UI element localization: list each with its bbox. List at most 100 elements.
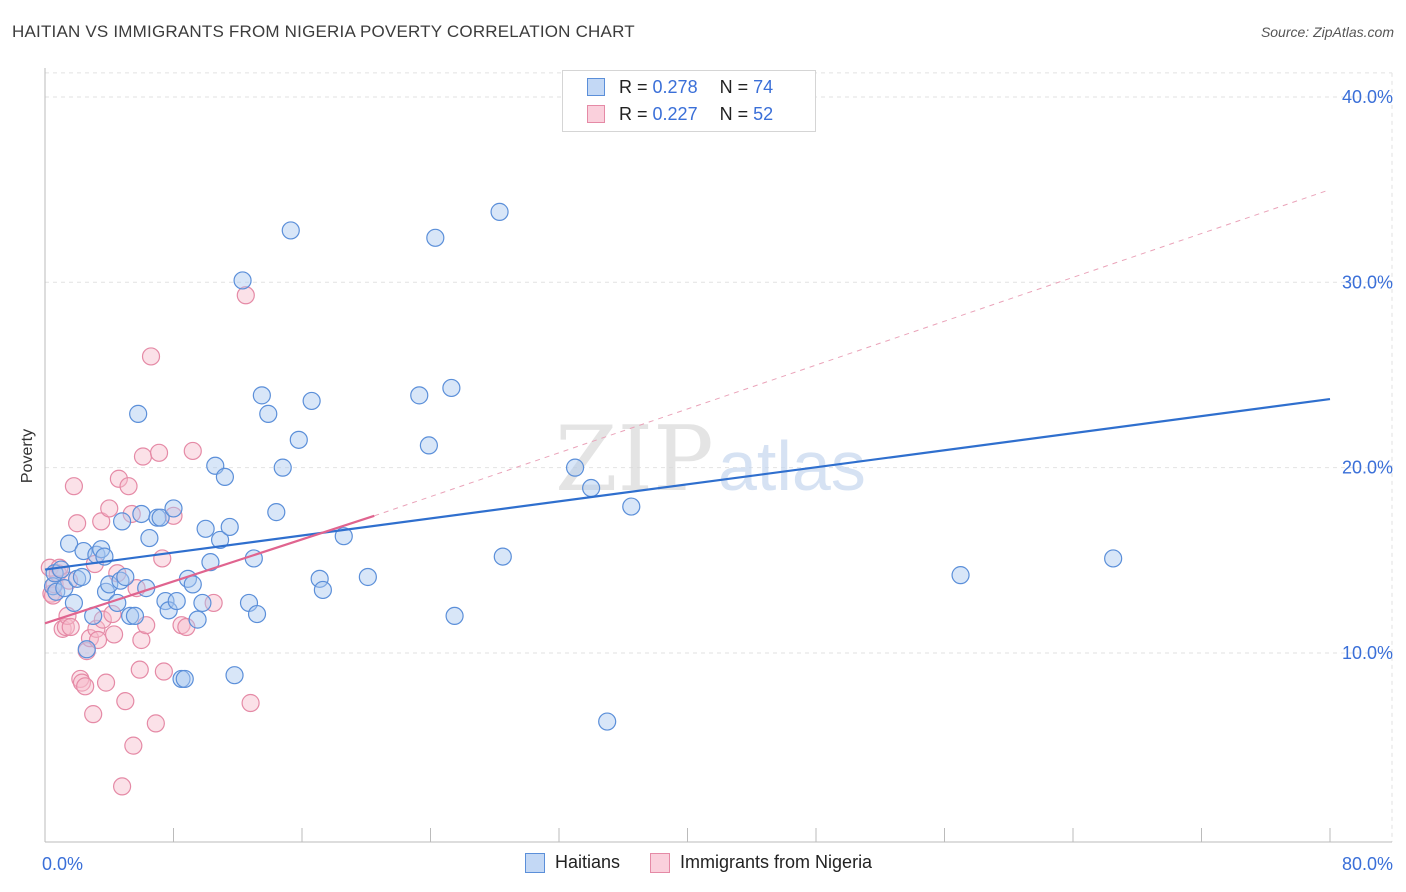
point-nigeria bbox=[103, 604, 122, 624]
point-nigeria bbox=[64, 477, 84, 496]
point-haitians bbox=[1104, 549, 1123, 568]
point-haitians bbox=[267, 503, 286, 522]
point-haitians bbox=[247, 604, 267, 624]
point-haitians bbox=[77, 640, 96, 659]
legend-swatch-nigeria bbox=[587, 105, 605, 123]
point-nigeria bbox=[112, 777, 132, 796]
point-haitians bbox=[493, 547, 512, 566]
point-nigeria bbox=[149, 443, 169, 462]
point-nigeria bbox=[236, 286, 255, 305]
point-nigeria bbox=[183, 441, 202, 461]
point-nigeria bbox=[119, 477, 138, 496]
point-haitians bbox=[175, 669, 194, 689]
point-haitians bbox=[220, 517, 239, 537]
watermark-zip: ZIP bbox=[555, 407, 714, 512]
point-nigeria bbox=[116, 692, 135, 711]
point-haitians bbox=[273, 458, 292, 477]
point-haitians bbox=[164, 499, 183, 518]
point-nigeria bbox=[154, 662, 173, 681]
point-haitians bbox=[313, 580, 332, 600]
point-nigeria bbox=[104, 625, 124, 644]
tick-labels: 10.0% 20.0% 30.0% 40.0% 0.0% 80.0% bbox=[42, 87, 1393, 874]
point-haitians bbox=[215, 467, 234, 487]
trend-lines bbox=[44, 189, 1331, 625]
point-haitians bbox=[582, 478, 601, 498]
watermark-atlas: atlas bbox=[718, 427, 866, 505]
source-label: Source: ZipAtlas.com bbox=[1260, 24, 1394, 40]
point-haitians bbox=[490, 202, 509, 221]
legend-r-label: R = bbox=[619, 103, 648, 124]
point-nigeria bbox=[177, 617, 196, 637]
point-haitians bbox=[951, 566, 970, 585]
point-haitians bbox=[112, 512, 132, 531]
point-nigeria bbox=[93, 610, 112, 629]
point-haitians bbox=[196, 519, 215, 538]
legend-label-haitians: Haitians bbox=[555, 852, 621, 872]
point-nigeria bbox=[61, 617, 80, 637]
legend-label-nigeria: Immigrants from Nigeria bbox=[680, 852, 873, 872]
point-haitians bbox=[225, 666, 244, 685]
point-nigeria bbox=[92, 512, 111, 531]
point-nigeria bbox=[130, 660, 149, 679]
point-haitians bbox=[72, 567, 92, 587]
point-haitians bbox=[419, 436, 438, 455]
x-tick-label: 0.0% bbox=[42, 854, 83, 874]
y-tick-label: 30.0% bbox=[1342, 272, 1393, 292]
point-haitians bbox=[59, 534, 79, 553]
point-haitians bbox=[442, 378, 461, 398]
point-haitians bbox=[193, 593, 212, 613]
trend-line-haitians bbox=[44, 397, 1331, 571]
point-haitians bbox=[140, 528, 159, 548]
legend-r-label: R = bbox=[619, 76, 648, 97]
point-nigeria bbox=[84, 705, 103, 724]
legend-item-haitians[interactable]: Haitians bbox=[525, 852, 620, 873]
point-haitians bbox=[302, 391, 321, 411]
legend-n-label: N = bbox=[719, 103, 749, 124]
legend-item-nigeria[interactable]: Immigrants from Nigeria bbox=[650, 852, 872, 873]
point-nigeria bbox=[133, 447, 153, 466]
point-haitians bbox=[410, 386, 429, 405]
series-legend: Haitians Immigrants from Nigeria bbox=[525, 852, 902, 873]
point-nigeria bbox=[68, 514, 87, 533]
point-haitians bbox=[358, 567, 377, 587]
point-haitians bbox=[622, 497, 641, 516]
legend-swatch-haitians bbox=[587, 78, 605, 96]
point-haitians bbox=[51, 560, 71, 579]
point-nigeria bbox=[141, 347, 161, 366]
point-nigeria bbox=[76, 677, 95, 696]
trend-line-nigeria-extension bbox=[374, 189, 1331, 517]
legend-row-haitians: R = 0.278 N = 74 bbox=[587, 74, 773, 100]
correlation-legend: R = 0.278 N = 74 R = 0.227 N = 52 bbox=[562, 70, 816, 132]
point-haitians bbox=[201, 553, 220, 572]
gridlines bbox=[45, 72, 1393, 842]
point-haitians bbox=[252, 386, 271, 405]
legend-swatch-nigeria bbox=[650, 852, 671, 873]
watermark: ZIP atlas bbox=[555, 407, 866, 512]
point-haitians bbox=[289, 430, 308, 449]
legend-swatch-haitians bbox=[525, 852, 545, 873]
data-points bbox=[40, 202, 1123, 796]
point-haitians bbox=[188, 610, 207, 629]
point-haitians bbox=[183, 575, 202, 594]
point-haitians bbox=[426, 228, 445, 247]
legend-n-label: N = bbox=[719, 76, 749, 97]
point-haitians bbox=[445, 606, 464, 626]
chart-title: HAITIAN VS IMMIGRANTS FROM NIGERIA POVER… bbox=[12, 22, 635, 41]
point-haitians bbox=[121, 606, 140, 626]
legend-r-value: 0.278 bbox=[652, 76, 698, 97]
y-tick-label: 20.0% bbox=[1342, 458, 1393, 478]
point-haitians bbox=[64, 593, 84, 613]
trend-line-nigeria bbox=[44, 514, 375, 625]
point-nigeria bbox=[124, 736, 143, 755]
point-nigeria bbox=[122, 504, 141, 524]
y-tick-label: 40.0% bbox=[1342, 87, 1393, 107]
point-haitians bbox=[116, 567, 135, 587]
point-haitians bbox=[43, 577, 63, 596]
point-haitians bbox=[100, 575, 119, 594]
point-nigeria bbox=[109, 469, 128, 488]
legend-r-value: 0.227 bbox=[652, 103, 698, 124]
point-nigeria bbox=[146, 714, 165, 733]
point-haitians bbox=[281, 221, 300, 240]
point-haitians bbox=[55, 579, 74, 598]
